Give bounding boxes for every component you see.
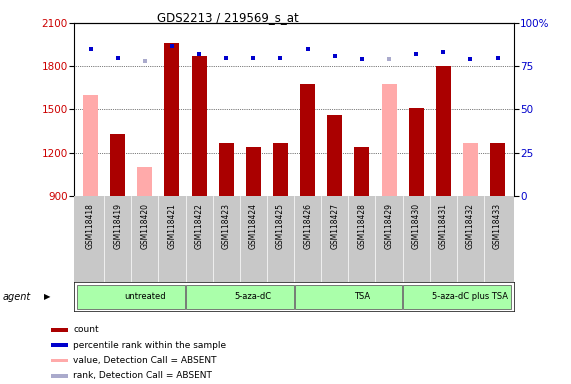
Bar (327, 115, 342, 196)
Text: ▶: ▶ (43, 292, 50, 301)
Text: value, Detection Call = ABSENT: value, Detection Call = ABSENT (73, 356, 217, 365)
Text: GSM118421: GSM118421 (167, 203, 176, 248)
Bar (51, 343, 69, 347)
Text: GSM118424: GSM118424 (249, 203, 258, 249)
Text: GSM118418: GSM118418 (86, 203, 95, 248)
Bar (192, 56, 207, 196)
Text: GSM118431: GSM118431 (439, 203, 448, 249)
Text: GSM118427: GSM118427 (330, 203, 339, 249)
Bar (83, 95, 98, 196)
Bar (51, 359, 69, 362)
Bar (381, 84, 396, 196)
Bar (219, 142, 234, 196)
FancyBboxPatch shape (295, 285, 402, 309)
FancyBboxPatch shape (78, 285, 185, 309)
Text: GSM118419: GSM118419 (113, 203, 122, 249)
Bar (51, 374, 69, 378)
Bar (300, 84, 315, 196)
Text: untreated: untreated (124, 292, 166, 301)
Text: count: count (73, 325, 99, 334)
Text: rank, Detection Call = ABSENT: rank, Detection Call = ABSENT (73, 371, 212, 381)
Text: GSM118423: GSM118423 (222, 203, 231, 249)
Text: GSM118425: GSM118425 (276, 203, 285, 249)
Bar (490, 142, 505, 196)
Text: GDS2213 / 219569_s_at: GDS2213 / 219569_s_at (157, 12, 299, 25)
Bar (355, 147, 369, 196)
Bar (463, 142, 478, 196)
Bar (110, 134, 125, 196)
Text: GSM118426: GSM118426 (303, 203, 312, 249)
Bar (246, 147, 261, 196)
Bar (51, 328, 69, 332)
Text: GSM118432: GSM118432 (466, 203, 475, 249)
Text: TSA: TSA (354, 292, 370, 301)
FancyBboxPatch shape (403, 285, 510, 309)
Bar (273, 142, 288, 196)
Text: GSM118430: GSM118430 (412, 203, 421, 249)
Text: GSM118420: GSM118420 (140, 203, 149, 249)
Text: 5-aza-dC plus TSA: 5-aza-dC plus TSA (432, 292, 509, 301)
Text: GSM118428: GSM118428 (357, 203, 367, 248)
Text: GSM118422: GSM118422 (195, 203, 204, 248)
FancyBboxPatch shape (186, 285, 293, 309)
Bar (409, 108, 424, 196)
Bar (138, 167, 152, 196)
Text: GSM118429: GSM118429 (384, 203, 393, 249)
Text: GSM118433: GSM118433 (493, 203, 502, 249)
Text: agent: agent (3, 291, 31, 302)
Text: 5-aza-dC: 5-aza-dC (235, 292, 272, 301)
Text: percentile rank within the sample: percentile rank within the sample (73, 341, 227, 350)
Bar (164, 43, 179, 196)
Bar (436, 66, 451, 196)
